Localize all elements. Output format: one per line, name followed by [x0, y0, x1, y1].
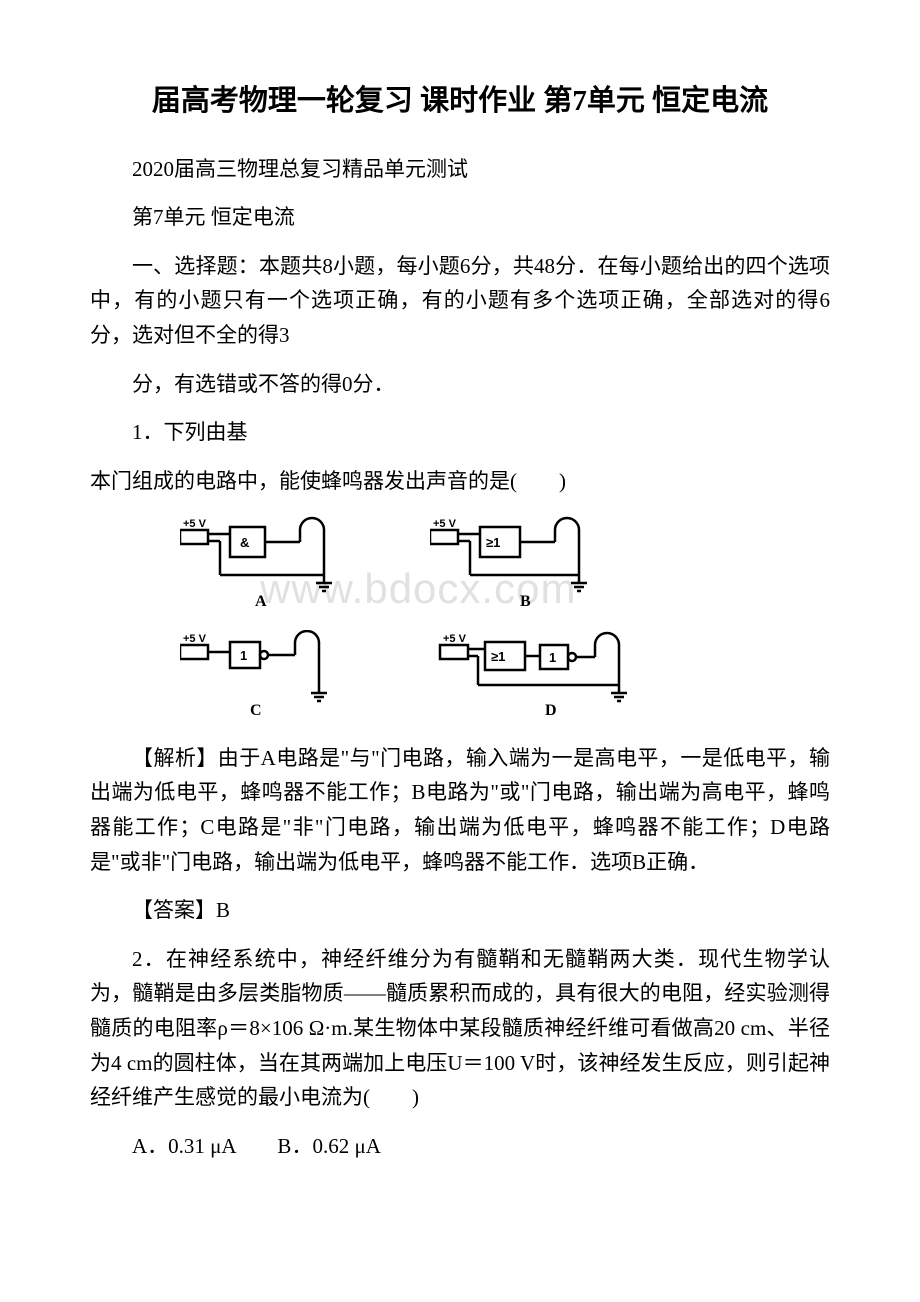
circuit-label-c: C [250, 702, 262, 720]
section-title: 第7单元 恒定电流 [90, 200, 830, 235]
gate-not-symbol: 1 [549, 650, 556, 665]
circuit-label-b: B [520, 593, 531, 611]
instructions-part1: 一、选择题：本题共8小题，每小题6分，共48分．在每小题给出的四个选项中，有的小… [90, 249, 830, 353]
circuit-label-d: D [545, 702, 557, 720]
voltage-label: +5 V [183, 633, 207, 645]
q2-options: A．0.31 μA B．0.62 μA [90, 1129, 830, 1164]
q1-line2: 本门组成的电路中，能使蜂鸣器发出声音的是( ) [90, 464, 830, 499]
gate-or-symbol: ≥1 [486, 535, 500, 550]
q1-explanation: 【解析】由于A电路是"与"门电路，输入端为一是高电平，一是低电平，输出端为低电平… [90, 741, 830, 880]
instructions-part2: 分，有选错或不答的得0分． [90, 367, 830, 402]
q2-text: 2．在神经系统中，神经纤维分为有髓鞘和无髓鞘两大类．现代生物学认为，髓鞘是由多层… [90, 942, 830, 1115]
voltage-label: +5 V [183, 518, 207, 530]
circuit-b: +5 V ≥1 B [430, 515, 640, 610]
subtitle: 2020届高三物理总复习精品单元测试 [90, 152, 830, 187]
gate-not-symbol: 1 [240, 648, 247, 663]
q1-answer: 【答案】B [90, 893, 830, 928]
voltage-label: +5 V [443, 633, 467, 645]
circuit-d: +5 V ≥1 1 D [430, 630, 660, 725]
page-title: 届高考物理一轮复习 课时作业 第7单元 恒定电流 [90, 80, 830, 124]
circuit-c: +5 V 1 C [180, 630, 380, 725]
circuit-a: +5 V & [180, 515, 380, 610]
circuit-diagram: www.bdocx.com +5 V & [180, 515, 660, 725]
q1-line1: 1．下列由基 [90, 415, 830, 450]
gate-and-symbol: & [240, 535, 249, 550]
gate-or-symbol: ≥1 [491, 649, 505, 664]
voltage-label: +5 V [433, 518, 457, 530]
circuit-label-a: A [255, 593, 267, 611]
